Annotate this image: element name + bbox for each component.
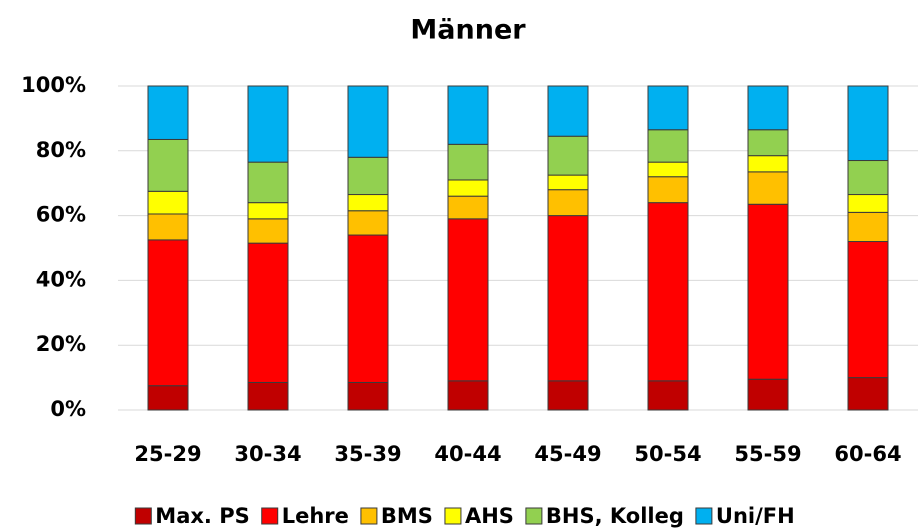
bar-segment	[547, 174, 589, 191]
bar-segment	[747, 85, 789, 131]
bar-segment	[247, 85, 289, 163]
bar-segment	[147, 190, 189, 215]
bar-segment	[847, 160, 889, 196]
bar-segment	[847, 85, 889, 162]
legend-label: AHS	[465, 504, 514, 528]
bar-segment	[247, 218, 289, 244]
bar-segment	[647, 202, 689, 382]
bar-segment	[447, 143, 489, 181]
bar-segment	[447, 380, 489, 411]
y-tick-label: 20%	[36, 332, 86, 356]
bar-segment	[447, 179, 489, 197]
bar-segment	[847, 377, 889, 411]
x-tick-label: 25-29	[134, 442, 201, 466]
bar-segment	[347, 85, 389, 158]
bar-segment	[347, 194, 389, 212]
legend-label: Max. PS	[155, 504, 249, 528]
legend-label: Lehre	[282, 504, 349, 528]
bar-segment	[847, 211, 889, 243]
bar-segment	[847, 194, 889, 213]
x-tick-label: 40-44	[434, 442, 501, 466]
y-tick-label: 100%	[21, 73, 86, 97]
bar-segment	[147, 85, 189, 140]
bar-segment	[147, 213, 189, 241]
bar-segment	[347, 381, 389, 411]
y-tick-label: 60%	[36, 203, 86, 227]
bar-segment	[647, 161, 689, 178]
bar-segment	[647, 85, 689, 131]
bar-segment	[447, 85, 489, 145]
legend-swatch	[444, 507, 462, 525]
chart-title: Männer	[410, 15, 526, 46]
bar-segment	[547, 189, 589, 217]
bar-segment	[347, 210, 389, 236]
bar-segment	[547, 215, 589, 382]
y-tick-label: 80%	[36, 138, 86, 162]
legend-label: Uni/FH	[716, 504, 795, 528]
bar-segment	[547, 135, 589, 176]
bar-segment	[747, 171, 789, 205]
bar-segment	[447, 195, 489, 220]
bar-segment	[247, 202, 289, 220]
x-tick-label: 35-39	[334, 442, 401, 466]
bar-segment	[747, 155, 789, 173]
bar-segment	[747, 129, 789, 157]
legend-swatch	[134, 507, 152, 525]
bar-segment	[147, 138, 189, 192]
bar-segment	[347, 234, 389, 383]
bar-segment	[747, 203, 789, 380]
bar-segment	[247, 161, 289, 204]
legend-swatch	[261, 507, 279, 525]
bar-segment	[847, 241, 889, 379]
legend-label: BMS	[381, 504, 433, 528]
x-tick-label: 55-59	[734, 442, 801, 466]
bar-segment	[547, 380, 589, 411]
bar-segment	[147, 239, 189, 387]
x-tick-label: 45-49	[534, 442, 601, 466]
bar-segment	[147, 385, 189, 411]
bar-segment	[447, 218, 489, 382]
y-tick-label: 0%	[50, 397, 86, 421]
bar-segment	[747, 378, 789, 411]
legend-swatch	[695, 507, 713, 525]
bar-segment	[647, 176, 689, 204]
x-tick-label: 30-34	[234, 442, 301, 466]
bar-segment	[247, 242, 289, 383]
bar-segment	[647, 129, 689, 163]
y-tick-label: 40%	[36, 267, 86, 291]
bar-segment	[647, 380, 689, 411]
bar-segment	[247, 381, 289, 411]
legend-swatch	[360, 507, 378, 525]
legend-label: BHS, Kolleg	[546, 504, 684, 528]
x-tick-label: 60-64	[834, 442, 901, 466]
legend-swatch	[525, 507, 543, 525]
bar-segment	[347, 156, 389, 196]
x-tick-label: 50-54	[634, 442, 701, 466]
bar-segment	[547, 85, 589, 137]
